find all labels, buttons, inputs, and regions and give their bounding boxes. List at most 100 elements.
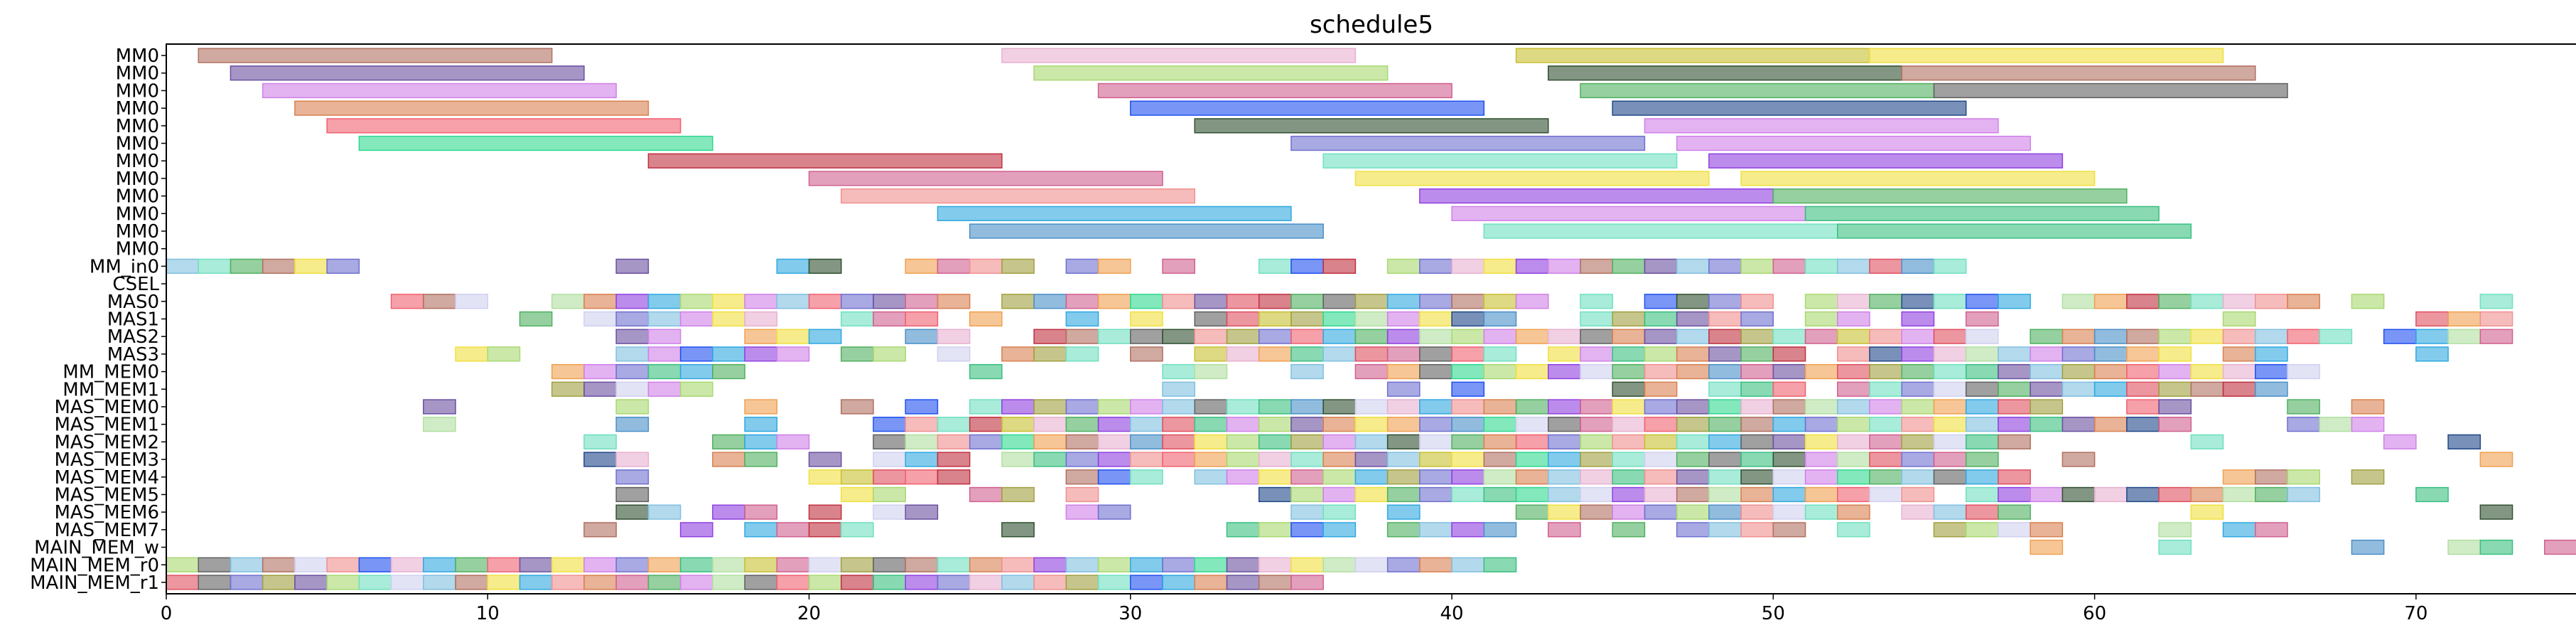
task-bar — [1354, 363, 1389, 380]
y-tick-label: MAS_MEM4 — [54, 467, 159, 489]
task-bar — [679, 294, 713, 309]
x-tick-label: 70 — [2404, 603, 2427, 624]
task-bar — [166, 557, 199, 572]
task-bar — [1483, 486, 1517, 503]
task-bar — [1386, 294, 1421, 309]
task-bar — [2093, 329, 2128, 344]
task-bar — [1322, 258, 1357, 274]
task-bar — [1290, 258, 1324, 274]
task-bar — [808, 575, 842, 590]
task-bar — [1612, 399, 1646, 415]
task-bar — [969, 557, 1003, 572]
task-bar — [2479, 311, 2513, 327]
task-bar — [1998, 294, 2031, 309]
task-bar — [1547, 452, 1581, 467]
task-bar — [1162, 294, 1196, 309]
task-bar — [905, 258, 939, 274]
task-bar — [873, 294, 906, 309]
task-bar — [1354, 452, 1389, 467]
task-bar — [2287, 294, 2320, 309]
task-bar — [583, 294, 617, 309]
task-bar — [1386, 469, 1421, 485]
task-bar — [1740, 346, 1774, 362]
task-bar — [1547, 522, 1581, 538]
task-bar — [423, 294, 456, 309]
task-bar — [1772, 434, 1806, 450]
task-bar — [1354, 329, 1389, 344]
task-bar — [1869, 434, 1902, 450]
task-bar — [2158, 381, 2192, 397]
task-bar — [1740, 363, 1774, 380]
task-bar — [744, 434, 778, 450]
task-bar — [2190, 381, 2224, 397]
task-bar — [1162, 575, 1196, 590]
task-bar — [1740, 469, 1774, 485]
task-bar — [873, 504, 906, 520]
task-bar — [647, 557, 681, 572]
task-bar — [615, 311, 650, 327]
task-bar — [1194, 329, 1228, 344]
task-bar — [1451, 329, 1485, 344]
task-bar — [1097, 469, 1131, 485]
task-bar — [1708, 469, 1742, 485]
task-bar — [1933, 399, 1967, 415]
task-bar — [2062, 363, 2096, 380]
y-tick-label: MM0 — [116, 203, 159, 225]
task-bar — [1676, 135, 2031, 151]
task-bar — [1676, 486, 1710, 503]
task-bar — [2222, 522, 2256, 538]
task-bar — [2415, 486, 2449, 503]
task-bar — [744, 575, 778, 590]
task-bar — [1065, 329, 1099, 344]
task-bar — [390, 557, 424, 572]
task-bar — [1933, 504, 1967, 520]
task-bar — [1708, 434, 1742, 450]
task-bar — [1033, 417, 1067, 432]
task-bar — [776, 522, 810, 538]
task-bar — [1097, 329, 1131, 344]
task-bar — [2126, 346, 2160, 362]
task-bar — [937, 452, 971, 467]
task-bar — [2222, 329, 2256, 344]
y-tick-label: MM0 — [116, 98, 159, 119]
task-bar — [1869, 469, 1902, 485]
task-bar — [1772, 346, 1806, 362]
task-bar — [2030, 346, 2064, 362]
task-bar — [1386, 363, 1421, 380]
task-bar — [1419, 188, 1774, 204]
x-tick-label: 0 — [161, 603, 173, 624]
task-bar — [1644, 381, 1678, 397]
task-bar — [679, 522, 713, 538]
y-tick-label: MAS_MEM1 — [54, 415, 159, 436]
task-bar — [326, 118, 681, 134]
task-bar — [744, 557, 778, 572]
task-bar — [1644, 469, 1678, 485]
task-bar — [1033, 399, 1067, 415]
task-bar — [2222, 363, 2256, 380]
task-bar — [647, 153, 1003, 169]
task-bar — [423, 399, 456, 415]
task-bar — [1097, 82, 1453, 99]
task-bar — [712, 294, 745, 309]
task-bar — [1290, 417, 1324, 432]
task-bar — [1258, 452, 1292, 467]
task-bar — [2190, 434, 2224, 450]
task-bar — [1580, 452, 1613, 467]
task-bar — [1386, 486, 1421, 503]
task-bar — [1837, 522, 1870, 538]
task-bar — [937, 557, 971, 572]
task-bar — [1644, 363, 1678, 380]
task-bar — [1001, 48, 1357, 63]
task-bar — [1708, 329, 1742, 344]
task-bar — [808, 522, 842, 538]
task-bar — [2158, 417, 2192, 432]
task-bar — [1483, 452, 1517, 467]
task-bar — [969, 575, 1003, 590]
task-bar — [1580, 311, 1613, 327]
task-bar — [1001, 452, 1035, 467]
task-bar — [1290, 311, 1324, 327]
task-bar — [873, 452, 906, 467]
task-bar — [1676, 258, 1710, 274]
task-bar — [1194, 399, 1228, 415]
task-bar — [647, 381, 681, 397]
